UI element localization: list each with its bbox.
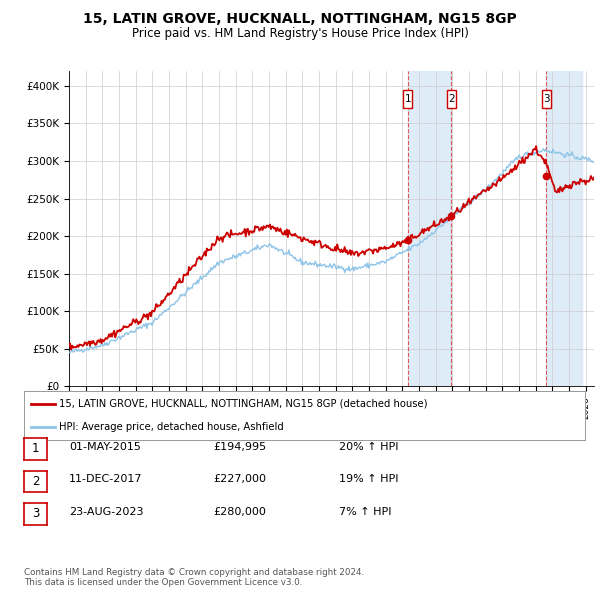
Text: Contains HM Land Registry data © Crown copyright and database right 2024.
This d: Contains HM Land Registry data © Crown c… (24, 568, 364, 587)
Text: HPI: Average price, detached house, Ashfield: HPI: Average price, detached house, Ashf… (59, 422, 284, 432)
Text: 19% ↑ HPI: 19% ↑ HPI (339, 474, 398, 484)
Text: 23-AUG-2023: 23-AUG-2023 (69, 507, 143, 516)
Text: 1: 1 (32, 442, 39, 455)
Bar (408, 71, 451, 386)
Text: 2: 2 (448, 94, 455, 104)
Text: Price paid vs. HM Land Registry's House Price Index (HPI): Price paid vs. HM Land Registry's House … (131, 27, 469, 40)
Text: £280,000: £280,000 (213, 507, 266, 516)
Text: 20% ↑ HPI: 20% ↑ HPI (339, 442, 398, 451)
Text: 1: 1 (404, 94, 411, 104)
Text: 7% ↑ HPI: 7% ↑ HPI (339, 507, 391, 516)
Text: 3: 3 (32, 507, 39, 520)
Text: 15, LATIN GROVE, HUCKNALL, NOTTINGHAM, NG15 8GP: 15, LATIN GROVE, HUCKNALL, NOTTINGHAM, N… (83, 12, 517, 26)
FancyBboxPatch shape (542, 90, 551, 109)
FancyBboxPatch shape (403, 90, 412, 109)
Text: £227,000: £227,000 (213, 474, 266, 484)
Text: 01-MAY-2015: 01-MAY-2015 (69, 442, 141, 451)
Text: 2: 2 (32, 475, 39, 488)
Text: 3: 3 (543, 94, 550, 104)
Text: £194,995: £194,995 (213, 442, 266, 451)
Text: 11-DEC-2017: 11-DEC-2017 (69, 474, 143, 484)
Bar (547, 71, 583, 386)
Text: 15, LATIN GROVE, HUCKNALL, NOTTINGHAM, NG15 8GP (detached house): 15, LATIN GROVE, HUCKNALL, NOTTINGHAM, N… (59, 399, 427, 409)
FancyBboxPatch shape (446, 90, 456, 109)
